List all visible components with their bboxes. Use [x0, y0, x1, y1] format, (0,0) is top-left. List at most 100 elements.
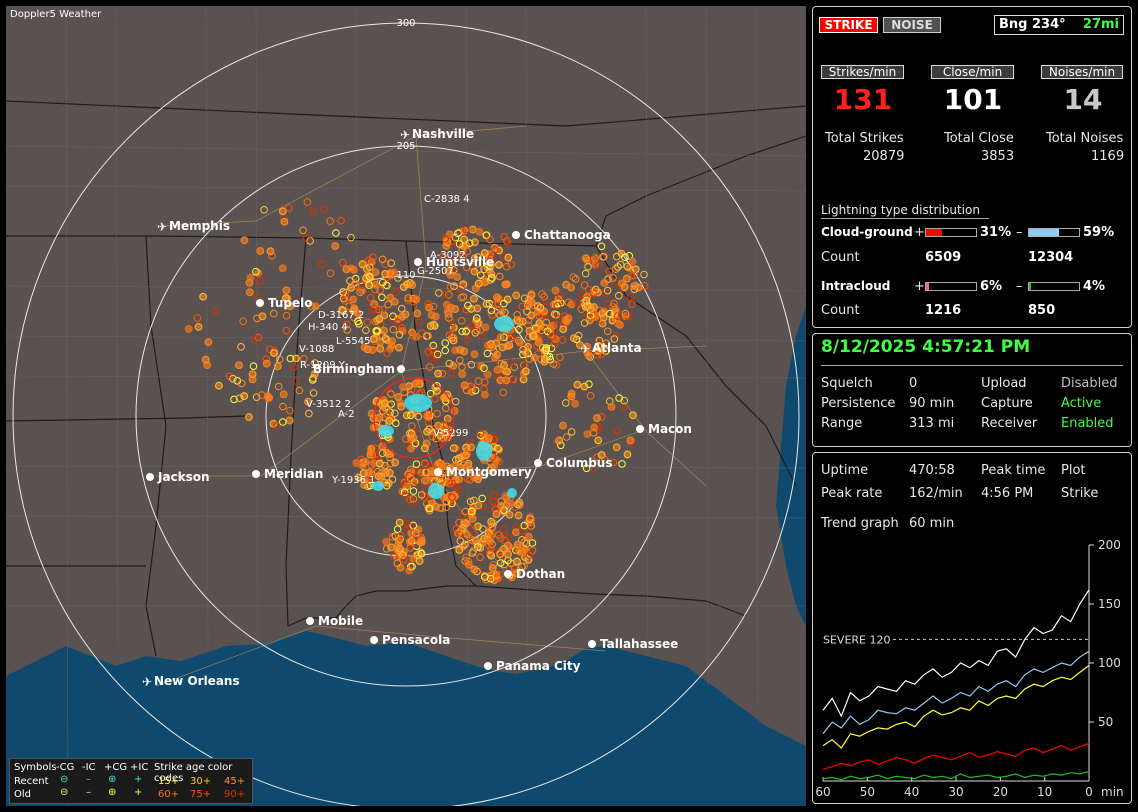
- strike-mark: [467, 360, 476, 369]
- strike-mark: [229, 374, 237, 383]
- airport-icon: ✈: [400, 128, 410, 142]
- trend-series-line: [822, 742, 1090, 770]
- strike-mark: [457, 316, 466, 325]
- strike-mark: [375, 459, 384, 468]
- city-dot-icon: [588, 640, 596, 648]
- legend-age-45: 45+: [224, 776, 246, 787]
- range-label: Range: [821, 416, 863, 431]
- city-label: Huntsville: [426, 255, 494, 269]
- upload-value[interactable]: Disabled: [1061, 376, 1118, 391]
- trend-y-tick-label: 150: [1098, 597, 1121, 611]
- strike-mark: [447, 368, 455, 377]
- strike-mark: [251, 335, 260, 344]
- noise-tab[interactable]: NOISE: [883, 17, 941, 33]
- lightning-map[interactable]: 300 205 110 ✈ Nashville ✈ Memphis Chattanoog…: [6, 6, 806, 806]
- ic-negative-bar: [1028, 282, 1080, 291]
- strike-mark: [470, 267, 479, 276]
- strike-mark: [212, 307, 220, 315]
- capture-value[interactable]: Active: [1061, 396, 1102, 411]
- city-label: Jackson: [157, 470, 210, 484]
- strike-mark: [409, 297, 417, 306]
- strike-mark: [459, 293, 468, 301]
- severe-threshold-label: SEVERE 120: [823, 633, 891, 646]
- strike-mark: [317, 260, 326, 269]
- strike-mark: [389, 312, 397, 321]
- strike-mark: [433, 350, 442, 359]
- strike-mark: [480, 390, 489, 399]
- strike-mark: [406, 523, 415, 531]
- strike-mark: [461, 451, 470, 460]
- strike-mark: [420, 476, 429, 485]
- strike-mark: [415, 557, 424, 566]
- strike-mark: [612, 265, 620, 273]
- map-canvas[interactable]: 300 205 110 ✈ Nashville✈ MemphisChattanoog…: [6, 6, 806, 806]
- strike-mark: [455, 240, 464, 248]
- strike-mark: [491, 246, 499, 254]
- strike-mark: [398, 551, 407, 559]
- strike-mark: [387, 390, 395, 398]
- strike-mark: [571, 399, 580, 408]
- strike-mark: [483, 349, 492, 358]
- legend-old-ic-minus-icon: –: [86, 787, 91, 798]
- strike-mark: [621, 309, 630, 318]
- strike-mark: [413, 378, 422, 387]
- strike-mark: [542, 318, 551, 327]
- strike-mark: [451, 397, 460, 406]
- strike-mark: [599, 253, 607, 261]
- strike-mark: [594, 436, 603, 445]
- strike-mark: [450, 282, 458, 291]
- strike-mark: [311, 359, 319, 367]
- strike-mark: [422, 461, 431, 470]
- strike-mark: [248, 375, 257, 384]
- legend-age-15: 15+: [158, 776, 180, 787]
- strike-mark: [431, 395, 439, 403]
- strike-mark: [540, 355, 549, 363]
- strike-mark: [214, 381, 223, 390]
- highways: [155, 125, 707, 687]
- app-title: Doppler5 Weather: [10, 9, 102, 20]
- bearing-display: Bng 234° 27mi: [994, 15, 1124, 35]
- city-marker: Meridian: [252, 467, 323, 481]
- strike-mark: [467, 525, 476, 534]
- trend-graph-value[interactable]: 60 min: [909, 516, 955, 531]
- upload-label: Upload: [981, 376, 1027, 391]
- city-marker: Jackson: [146, 470, 210, 484]
- strike-mark: [583, 349, 592, 358]
- strike-mark: [408, 422, 416, 430]
- strike-mark: [548, 332, 556, 341]
- strike-mark: [521, 367, 530, 376]
- strike-mark: [347, 283, 356, 292]
- strike-mark: [613, 427, 622, 435]
- strike-mark: [595, 336, 604, 345]
- strike-mark: [240, 392, 249, 401]
- city-label: Tupelo: [268, 296, 313, 310]
- cloud-ground-label: Cloud-ground: [821, 225, 913, 239]
- trend-series-line: [822, 650, 1090, 735]
- strike-mark: [405, 566, 414, 575]
- strike-mark: [559, 325, 568, 334]
- strike-tab[interactable]: STRIKE: [819, 17, 878, 33]
- strike-mark: [354, 473, 363, 482]
- receiver-value[interactable]: Enabled: [1061, 416, 1114, 431]
- city-marker: Panama City: [484, 659, 581, 673]
- total-close-label: Total Close: [944, 131, 1014, 146]
- trend-y-tick-label: 100: [1098, 656, 1121, 670]
- strike-mark: [391, 458, 400, 467]
- strike-mark: [390, 268, 398, 277]
- city-label: Birmingham: [313, 362, 395, 376]
- strike-mark: [467, 304, 476, 313]
- strike-mark: [270, 309, 278, 318]
- legend-ic-minus: -IC: [82, 762, 96, 773]
- plot-value[interactable]: Strike: [1061, 486, 1099, 501]
- noises-per-min-value: 14: [1063, 83, 1103, 116]
- strike-mark: [501, 367, 510, 376]
- strike-mark: [445, 291, 453, 299]
- strike-mark: [590, 423, 599, 432]
- cg-positive-percent: 31%: [980, 225, 1012, 240]
- strike-mark: [451, 475, 460, 484]
- strike-mark: [299, 226, 307, 235]
- strike-mark: [489, 467, 497, 476]
- strike-mark: [433, 382, 441, 390]
- strike-mark: [258, 312, 267, 321]
- city-marker: Montgomery: [434, 465, 532, 479]
